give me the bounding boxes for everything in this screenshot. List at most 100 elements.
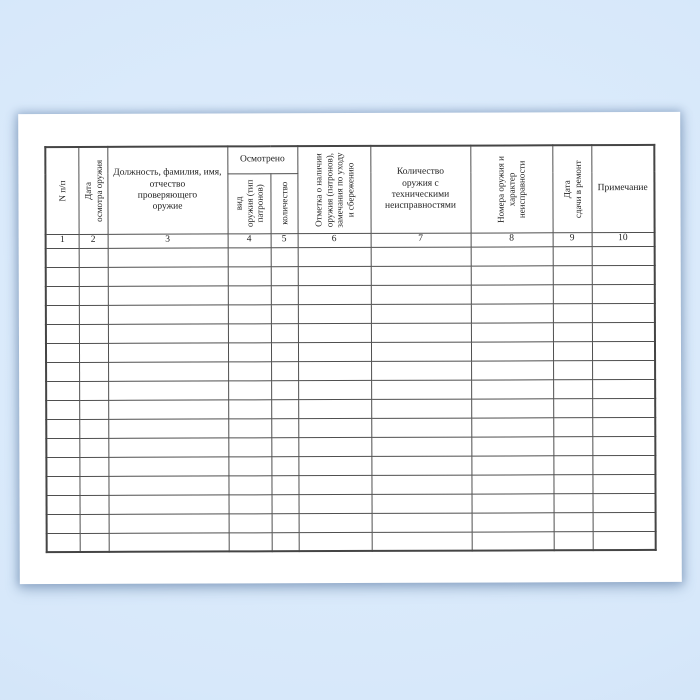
- table-row: [45, 302, 655, 325]
- col-header-npp: N п/п: [45, 146, 79, 235]
- empty-cell: [471, 512, 554, 532]
- empty-cell: [108, 418, 229, 438]
- col-header-weapon-type: вид оружия (тип патронов): [227, 173, 271, 234]
- empty-cell: [297, 322, 371, 343]
- empty-cell: [271, 418, 299, 438]
- empty-cell: [228, 399, 272, 419]
- empty-cell: [227, 323, 271, 343]
- document-page: N п/п Дата осмотра оружия Должность, фам…: [18, 111, 682, 585]
- empty-cell: [107, 342, 229, 362]
- empty-cell: [298, 398, 372, 419]
- table-row: [46, 492, 656, 515]
- empty-cell: [370, 303, 471, 323]
- empty-cell: [592, 378, 656, 399]
- column-number: 1: [45, 233, 79, 249]
- empty-cell: [471, 379, 554, 399]
- table-row: [46, 378, 656, 401]
- empty-cell: [227, 285, 271, 305]
- col-header-repair-date-label: Дата сдачи в ремонт: [561, 160, 583, 218]
- empty-cell: [371, 512, 472, 532]
- empty-cell: [591, 283, 655, 304]
- empty-cell: [371, 398, 472, 418]
- empty-cell: [553, 398, 593, 418]
- column-number: 4: [227, 233, 271, 248]
- empty-cell: [78, 285, 108, 305]
- empty-cell: [46, 437, 80, 458]
- empty-cell: [46, 418, 80, 439]
- empty-cell: [471, 493, 554, 513]
- empty-cell: [298, 512, 372, 533]
- table-header: N п/п Дата осмотра оружия Должность, фам…: [45, 144, 655, 249]
- col-header-quantity: количество: [270, 173, 298, 234]
- empty-cell: [78, 266, 108, 286]
- empty-cell: [552, 246, 592, 266]
- empty-cell: [298, 379, 372, 400]
- empty-cell: [79, 361, 109, 381]
- empty-cell: [297, 341, 372, 362]
- empty-cell: [470, 284, 553, 304]
- empty-cell: [370, 322, 471, 342]
- empty-cell: [553, 379, 593, 399]
- empty-cell: [370, 341, 472, 361]
- empty-cell: [271, 437, 299, 457]
- empty-cell: [298, 474, 372, 495]
- empty-cell: [270, 285, 298, 305]
- empty-cell: [270, 323, 298, 343]
- empty-cell: [108, 532, 229, 552]
- col-header-malfunction-count: Количество оружия с техническими неиспра…: [370, 145, 471, 233]
- empty-cell: [46, 513, 80, 534]
- empty-cell: [370, 284, 471, 304]
- table-row: [45, 321, 655, 344]
- empty-cell: [371, 474, 472, 494]
- empty-cell: [592, 511, 656, 532]
- empty-cell: [297, 265, 371, 286]
- empty-cell: [108, 437, 229, 457]
- empty-cell: [271, 532, 299, 552]
- column-number: 2: [78, 233, 108, 248]
- empty-cell: [227, 247, 271, 267]
- empty-cell: [79, 437, 109, 457]
- empty-cell: [470, 303, 553, 323]
- table-body: [45, 245, 656, 553]
- col-header-weapon-numbers-label: Номера оружия и характер неисправности: [495, 155, 527, 223]
- table-row: [45, 264, 655, 287]
- empty-cell: [79, 456, 109, 476]
- empty-cell: [297, 303, 371, 324]
- empty-cell: [553, 531, 593, 551]
- empty-cell: [470, 265, 553, 285]
- empty-cell: [553, 493, 593, 513]
- col-header-remark: Примечание: [591, 144, 655, 233]
- empty-cell: [228, 456, 272, 476]
- empty-cell: [228, 532, 272, 552]
- column-number: 8: [470, 232, 553, 247]
- empty-cell: [591, 340, 656, 361]
- column-number: 9: [552, 232, 592, 247]
- empty-cell: [271, 361, 299, 381]
- empty-cell: [45, 323, 79, 344]
- empty-cell: [227, 342, 272, 362]
- empty-cell: [271, 456, 299, 476]
- empty-cell: [470, 246, 553, 266]
- empty-cell: [79, 380, 109, 400]
- empty-cell: [298, 493, 372, 514]
- column-number: 10: [591, 231, 655, 247]
- empty-cell: [107, 304, 228, 324]
- empty-cell: [46, 532, 80, 553]
- empty-cell: [108, 361, 229, 381]
- empty-cell: [591, 321, 655, 342]
- empty-cell: [298, 531, 372, 552]
- empty-cell: [79, 418, 109, 438]
- column-number: 3: [107, 233, 228, 248]
- empty-cell: [228, 418, 272, 438]
- empty-cell: [592, 530, 656, 551]
- empty-cell: [552, 322, 592, 342]
- empty-cell: [108, 513, 229, 533]
- empty-cell: [592, 435, 656, 456]
- empty-cell: [271, 399, 299, 419]
- col-header-presence-note: Отметка о наличии оружия (патронов), зам…: [297, 145, 371, 234]
- empty-cell: [271, 494, 299, 514]
- empty-cell: [591, 264, 655, 285]
- empty-cell: [107, 285, 228, 305]
- empty-cell: [228, 513, 272, 533]
- empty-cell: [592, 416, 656, 437]
